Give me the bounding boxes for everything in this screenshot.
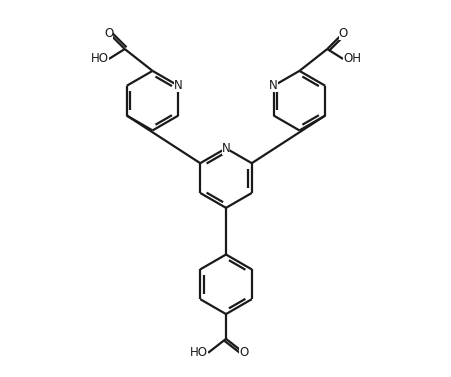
Text: N: N	[269, 79, 277, 92]
Text: O: O	[239, 346, 248, 359]
Text: N: N	[221, 142, 230, 155]
Text: O: O	[338, 27, 347, 40]
Text: OH: OH	[342, 52, 360, 66]
Text: N: N	[174, 79, 182, 92]
Text: O: O	[104, 27, 113, 40]
Text: HO: HO	[190, 346, 207, 359]
Text: HO: HO	[91, 52, 109, 66]
